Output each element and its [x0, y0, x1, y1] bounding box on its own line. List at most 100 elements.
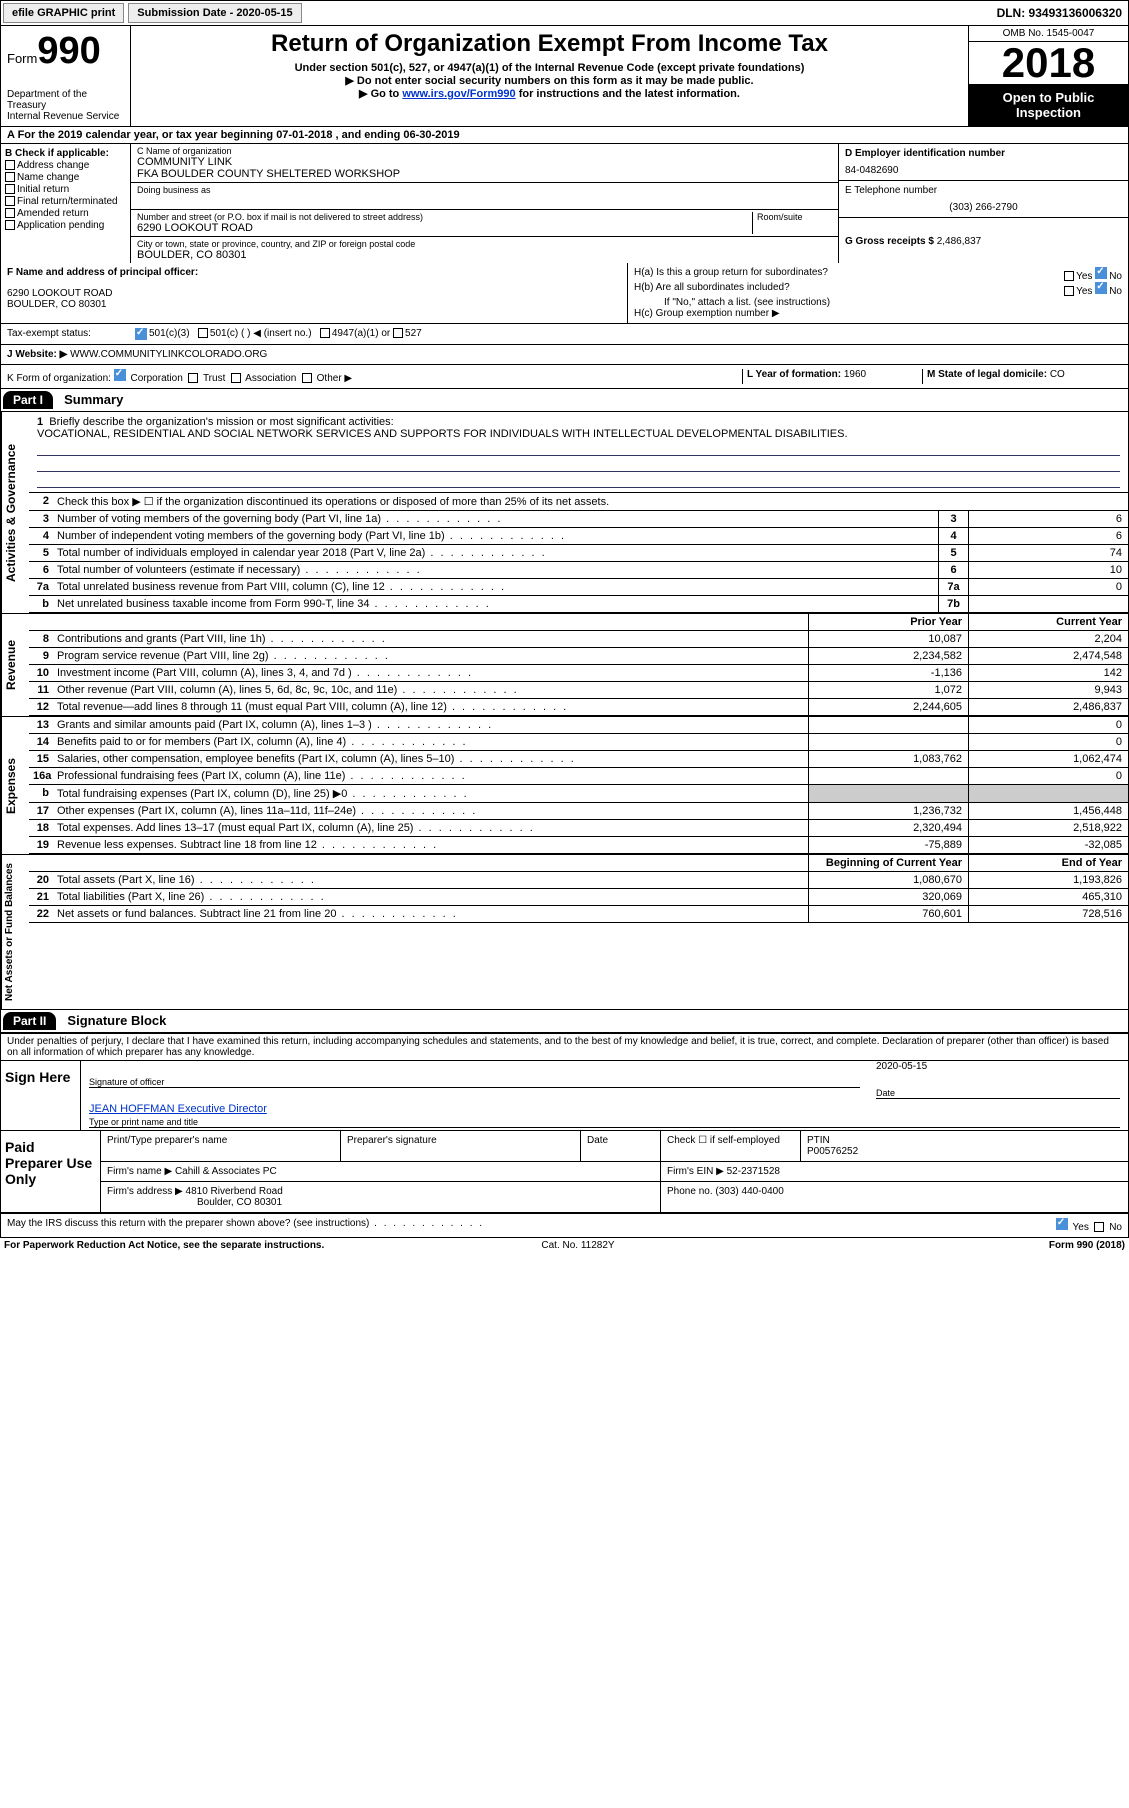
row-j-website: J Website: ▶ WWW.COMMUNITYLINKCOLORADO.O… — [0, 345, 1129, 365]
line-b: b Total fundraising expenses (Part IX, c… — [29, 785, 1128, 803]
gross-value: 2,486,837 — [937, 236, 982, 247]
part-ii: Part II Signature Block — [0, 1010, 1129, 1034]
line-8: 8 Contributions and grants (Part VIII, l… — [29, 631, 1128, 648]
mission-text: VOCATIONAL, RESIDENTIAL AND SOCIAL NETWO… — [37, 428, 1120, 440]
firm-name: Cahill & Associates PC — [175, 1166, 277, 1177]
row-a-tax-year: A For the 2019 calendar year, or tax yea… — [0, 127, 1129, 144]
discuss-row: May the IRS discuss this return with the… — [0, 1213, 1129, 1238]
firm-phone: (303) 440-0400 — [715, 1186, 783, 1197]
vtab-expenses: Expenses — [1, 717, 29, 854]
org-name: COMMUNITY LINK — [137, 156, 832, 168]
col-boy: Beginning of Current Year — [808, 855, 968, 871]
city-state-zip: BOULDER, CO 80301 — [137, 249, 832, 261]
firm-addr1: 4810 Riverbend Road — [186, 1186, 283, 1197]
form-number: Form990 — [7, 30, 124, 73]
public-inspection-label: Open to Public Inspection — [969, 84, 1128, 126]
form-title: Return of Organization Exempt From Incom… — [139, 30, 960, 58]
part-ii-tag: Part II — [3, 1012, 56, 1030]
dba-label: Doing business as — [137, 185, 832, 195]
self-employed-check[interactable]: Check ☐ if self-employed — [661, 1131, 801, 1162]
department-label: Department of the Treasury Internal Reve… — [7, 89, 124, 122]
col-b-title: B Check if applicable: — [5, 148, 126, 159]
chk-final-return[interactable]: Final return/terminated — [5, 196, 126, 207]
form-header: Form990 Department of the Treasury Inter… — [0, 26, 1129, 127]
cat-no: Cat. No. 11282Y — [541, 1240, 614, 1251]
line-16a: 16a Professional fundraising fees (Part … — [29, 768, 1128, 785]
website-value: WWW.COMMUNITYLINKCOLORADO.ORG — [70, 349, 267, 360]
officer-label: F Name and address of principal officer: — [7, 267, 621, 278]
row-k: K Form of organization: Corporation Trus… — [0, 365, 1129, 389]
tax-year: 2018 — [969, 42, 1128, 84]
prep-name-label: Print/Type preparer's name — [101, 1131, 341, 1162]
sig-date: 2020-05-15 — [868, 1061, 1128, 1072]
street-address: 6290 LOOKOUT ROAD — [137, 222, 752, 234]
chk-initial-return[interactable]: Initial return — [5, 184, 126, 195]
tel-label: E Telephone number — [845, 185, 1122, 196]
addr-label: Number and street (or P.O. box if mail i… — [137, 212, 752, 222]
chk-amended[interactable]: Amended return — [5, 208, 126, 219]
sig-officer-label: Signature of officer — [89, 1077, 204, 1087]
irs-link[interactable]: www.irs.gov/Form990 — [402, 88, 515, 100]
ha-label: H(a) Is this a group return for subordin… — [634, 267, 828, 282]
subtitle-2: ▶ Do not enter social security numbers o… — [139, 74, 960, 87]
efile-print-button[interactable]: efile GRAPHIC print — [3, 3, 124, 23]
line-10: 10 Investment income (Part VIII, column … — [29, 665, 1128, 682]
submission-date-button[interactable]: Submission Date - 2020-05-15 — [128, 3, 301, 23]
line-9: 9 Program service revenue (Part VIII, li… — [29, 648, 1128, 665]
chk-name-change[interactable]: Name change — [5, 172, 126, 183]
firm-addr2: Boulder, CO 80301 — [107, 1197, 282, 1208]
chk-501c3[interactable] — [135, 328, 147, 340]
paid-preparer-label: Paid Preparer Use Only — [1, 1131, 101, 1212]
line-18: 18 Total expenses. Add lines 13–17 (must… — [29, 820, 1128, 837]
firm-ein: 52-2371528 — [727, 1166, 780, 1177]
part-i-title: Summary — [64, 392, 123, 407]
vtab-revenue: Revenue — [1, 614, 29, 716]
gov-line-6: 6 Total number of volunteers (estimate i… — [29, 562, 1128, 579]
perjury-declaration: Under penalties of perjury, I declare th… — [1, 1034, 1128, 1061]
org-name-label: C Name of organization — [137, 146, 832, 156]
line-19: 19 Revenue less expenses. Subtract line … — [29, 837, 1128, 854]
discuss-no-check[interactable] — [1094, 1222, 1104, 1232]
ein-value: 84-0482690 — [845, 159, 1122, 176]
col-current-year: Current Year — [968, 614, 1128, 630]
gov-line-3: 3 Number of voting members of the govern… — [29, 511, 1128, 528]
sign-here-label: Sign Here — [1, 1061, 81, 1130]
vtab-net-assets: Net Assets or Fund Balances — [1, 855, 29, 1009]
room-label: Room/suite — [757, 212, 832, 222]
line-17: 17 Other expenses (Part IX, column (A), … — [29, 803, 1128, 820]
hb-label: H(b) Are all subordinates included? — [634, 282, 790, 297]
gov-line-5: 5 Total number of individuals employed i… — [29, 545, 1128, 562]
ptin-value: P00576252 — [807, 1146, 1122, 1157]
col-eoy: End of Year — [968, 855, 1128, 871]
org-fka: FKA BOULDER COUNTY SHELTERED WORKSHOP — [137, 168, 832, 180]
form-version: Form 990 (2018) — [1049, 1240, 1125, 1251]
chk-address-change[interactable]: Address change — [5, 160, 126, 171]
gross-label: G Gross receipts $ — [845, 236, 934, 247]
gov-line-4: 4 Number of independent voting members o… — [29, 528, 1128, 545]
ein-label: D Employer identification number — [845, 148, 1122, 159]
gov-line-7a: 7a Total unrelated business revenue from… — [29, 579, 1128, 596]
hb-note: If "No," attach a list. (see instruction… — [634, 297, 1122, 308]
city-label: City or town, state or province, country… — [137, 239, 832, 249]
line-20: 20 Total assets (Part X, line 16) 1,080,… — [29, 872, 1128, 889]
top-bar: efile GRAPHIC print Submission Date - 20… — [0, 0, 1129, 26]
hc-label: H(c) Group exemption number ▶ — [634, 308, 1122, 319]
line-14: 14 Benefits paid to or for members (Part… — [29, 734, 1128, 751]
row-i-tax-status: Tax-exempt status: 501(c)(3) 501(c) ( ) … — [0, 324, 1129, 345]
line-11: 11 Other revenue (Part VIII, column (A),… — [29, 682, 1128, 699]
chk-pending[interactable]: Application pending — [5, 220, 126, 231]
gov-line-b: b Net unrelated business taxable income … — [29, 596, 1128, 613]
dln-label: DLN: 93493136006320 — [991, 6, 1128, 20]
form-footer: For Paperwork Reduction Act Notice, see … — [0, 1238, 1129, 1253]
discuss-yes-check[interactable] — [1056, 1218, 1068, 1230]
prep-date-label: Date — [581, 1131, 661, 1162]
officer-name-link[interactable]: JEAN HOFFMAN Executive Director — [89, 1103, 267, 1115]
section-bcd: B Check if applicable: Address change Na… — [0, 144, 1129, 263]
line-12: 12 Total revenue—add lines 8 through 11 … — [29, 699, 1128, 716]
prep-sig-label: Preparer's signature — [341, 1131, 581, 1162]
part-ii-title: Signature Block — [67, 1013, 166, 1028]
line-21: 21 Total liabilities (Part X, line 26) 3… — [29, 889, 1128, 906]
vtab-governance: Activities & Governance — [1, 412, 29, 613]
line2-desc: Check this box ▶ ☐ if the organization d… — [53, 493, 1128, 510]
signature-block: Under penalties of perjury, I declare th… — [0, 1034, 1129, 1213]
